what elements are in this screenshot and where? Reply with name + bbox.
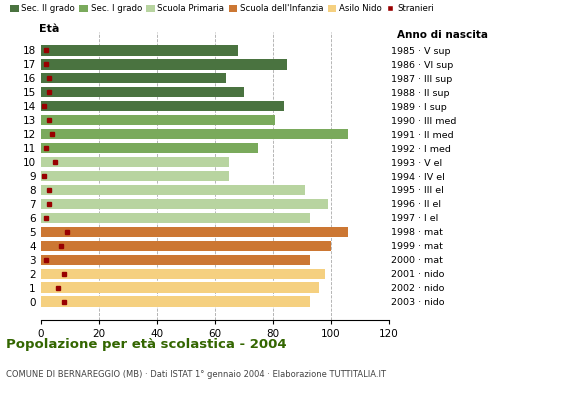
Text: Popolazione per età scolastica - 2004: Popolazione per età scolastica - 2004 — [6, 338, 287, 351]
Text: Età: Età — [39, 24, 60, 34]
Bar — [41, 254, 310, 265]
Legend: Sec. II grado, Sec. I grado, Scuola Primaria, Scuola dell'Infanzia, Asilo Nido, : Sec. II grado, Sec. I grado, Scuola Prim… — [10, 4, 434, 13]
Bar — [41, 227, 348, 237]
Bar — [41, 45, 238, 56]
Bar — [41, 185, 305, 195]
Bar — [41, 268, 325, 279]
Bar — [41, 115, 276, 125]
Bar — [41, 129, 348, 139]
Text: COMUNE DI BERNAREGGIO (MB) · Dati ISTAT 1° gennaio 2004 · Elaborazione TUTTITALI: COMUNE DI BERNAREGGIO (MB) · Dati ISTAT … — [6, 370, 386, 379]
Bar — [41, 171, 229, 181]
Bar — [41, 157, 229, 167]
Bar — [41, 240, 331, 251]
Text: Anno di nascita: Anno di nascita — [397, 30, 488, 40]
Bar — [41, 87, 244, 98]
Bar — [41, 143, 258, 153]
Bar — [41, 199, 328, 209]
Bar — [41, 282, 319, 293]
Bar — [41, 59, 287, 70]
Bar — [41, 101, 284, 112]
Bar — [41, 73, 226, 84]
Bar — [41, 213, 310, 223]
Bar — [41, 296, 310, 307]
